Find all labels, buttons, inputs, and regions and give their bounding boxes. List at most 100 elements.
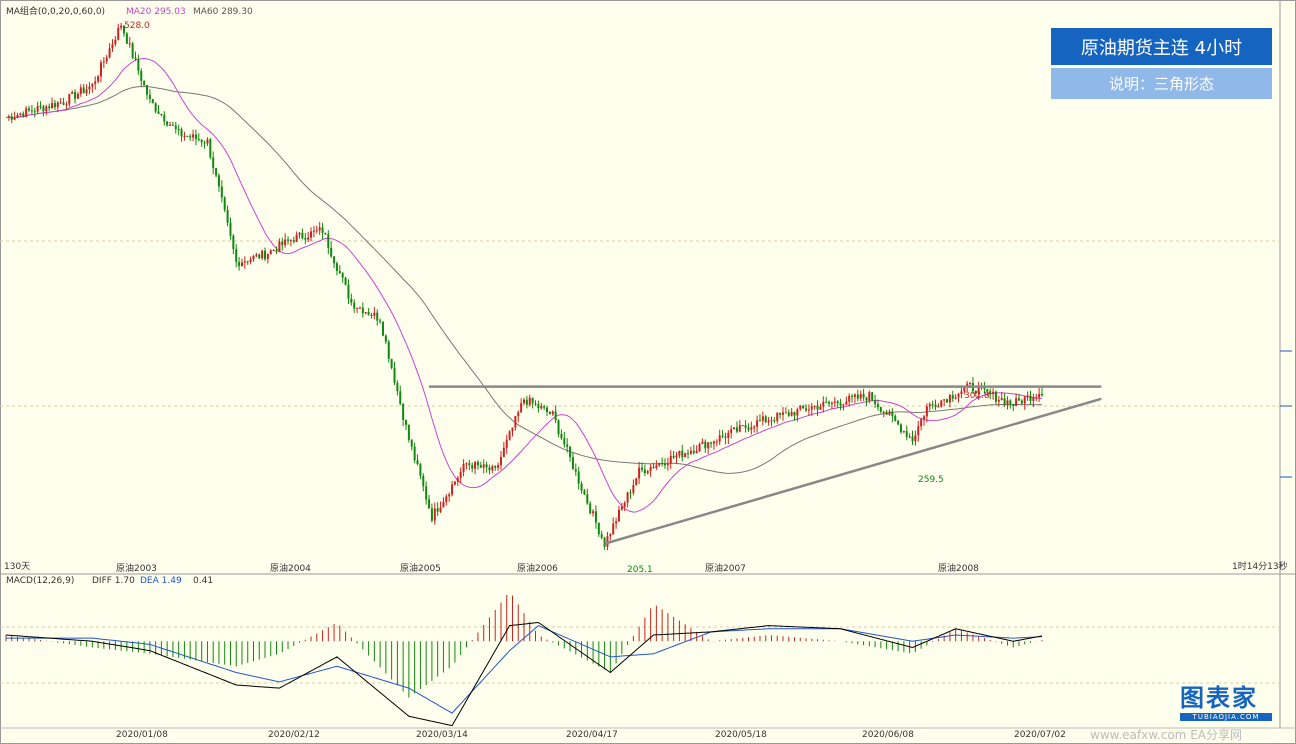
ma60-line <box>5 85 1042 474</box>
candle <box>540 406 543 409</box>
candle <box>114 39 117 45</box>
candle <box>471 465 474 469</box>
candle <box>819 406 822 410</box>
candle <box>928 404 931 407</box>
candle <box>661 462 664 464</box>
candle <box>71 92 74 95</box>
candle <box>292 240 295 242</box>
candle <box>505 439 508 448</box>
candle <box>957 393 960 398</box>
candle <box>295 234 298 242</box>
ma60-path <box>5 85 1042 474</box>
candle <box>571 457 574 470</box>
date-label: 2020/07/02 <box>1014 730 1066 740</box>
candle <box>1026 395 1029 398</box>
candle <box>833 401 836 403</box>
candle <box>710 442 713 444</box>
candle <box>468 463 471 466</box>
candle <box>885 411 888 415</box>
candle <box>140 70 143 81</box>
candle <box>287 239 290 241</box>
candle <box>252 255 255 260</box>
candle <box>321 227 324 233</box>
candle <box>157 111 160 114</box>
candle <box>48 106 51 109</box>
contract-label: 原油2008 <box>938 562 979 574</box>
candle <box>756 420 759 427</box>
candle <box>177 129 180 131</box>
candle <box>65 104 68 106</box>
candle <box>635 478 638 486</box>
candle <box>652 466 655 468</box>
candle <box>232 235 235 249</box>
candle <box>715 441 718 443</box>
contract-label: 原油2006 <box>517 562 558 574</box>
candle <box>1029 395 1032 401</box>
candle <box>13 117 16 120</box>
countdown-label: 1时14分13秒 <box>1232 560 1288 572</box>
candle <box>488 467 491 471</box>
candle <box>318 227 321 231</box>
candle <box>986 389 989 392</box>
candle <box>485 464 488 468</box>
candle <box>954 397 957 399</box>
candle <box>413 446 416 461</box>
candle <box>992 391 995 395</box>
peak-label: 302.8 <box>964 391 990 401</box>
candle <box>681 450 684 458</box>
candle <box>902 431 905 433</box>
candle <box>416 460 419 465</box>
candle <box>364 312 367 314</box>
candle <box>74 92 77 99</box>
support-line <box>604 397 1102 545</box>
candle <box>183 135 186 137</box>
candle <box>243 261 246 263</box>
candle <box>379 320 382 322</box>
candle <box>531 397 534 404</box>
candle <box>39 106 42 108</box>
candle <box>272 250 275 252</box>
candle <box>836 401 839 404</box>
candle <box>1023 397 1026 404</box>
candle <box>384 335 387 342</box>
candle <box>474 462 477 469</box>
candle <box>856 394 859 399</box>
candle <box>108 48 111 58</box>
candle <box>491 466 494 471</box>
candle <box>56 102 59 108</box>
candle <box>367 312 370 315</box>
candle <box>911 436 914 442</box>
candle <box>580 483 583 491</box>
candle <box>678 450 681 456</box>
candle <box>125 33 128 44</box>
candle <box>643 469 646 474</box>
date-label: 2020/02/12 <box>268 730 320 740</box>
candle <box>62 102 65 105</box>
candle <box>36 106 39 112</box>
candle <box>842 404 845 406</box>
candle <box>1015 398 1018 406</box>
candle <box>19 113 22 115</box>
candle <box>171 124 174 126</box>
candle <box>758 420 761 422</box>
candle <box>376 312 379 321</box>
candle <box>79 87 82 95</box>
candle <box>310 231 313 238</box>
candle <box>738 424 741 432</box>
candle <box>825 401 828 403</box>
candle <box>695 450 698 454</box>
candle <box>692 450 695 454</box>
candle <box>891 411 894 417</box>
candle <box>91 83 94 87</box>
candle <box>174 125 177 130</box>
candle <box>951 395 954 399</box>
candle <box>574 469 577 472</box>
ma-settings-label[interactable]: MA组合(0,0,20,0,60,0) <box>6 5 105 17</box>
candle <box>85 89 88 94</box>
candle <box>497 465 500 468</box>
candle <box>807 409 810 411</box>
macd-settings-label[interactable]: MACD(12,26,9) <box>6 576 74 586</box>
candle <box>615 521 618 524</box>
candle <box>261 250 264 259</box>
candle <box>779 412 782 415</box>
